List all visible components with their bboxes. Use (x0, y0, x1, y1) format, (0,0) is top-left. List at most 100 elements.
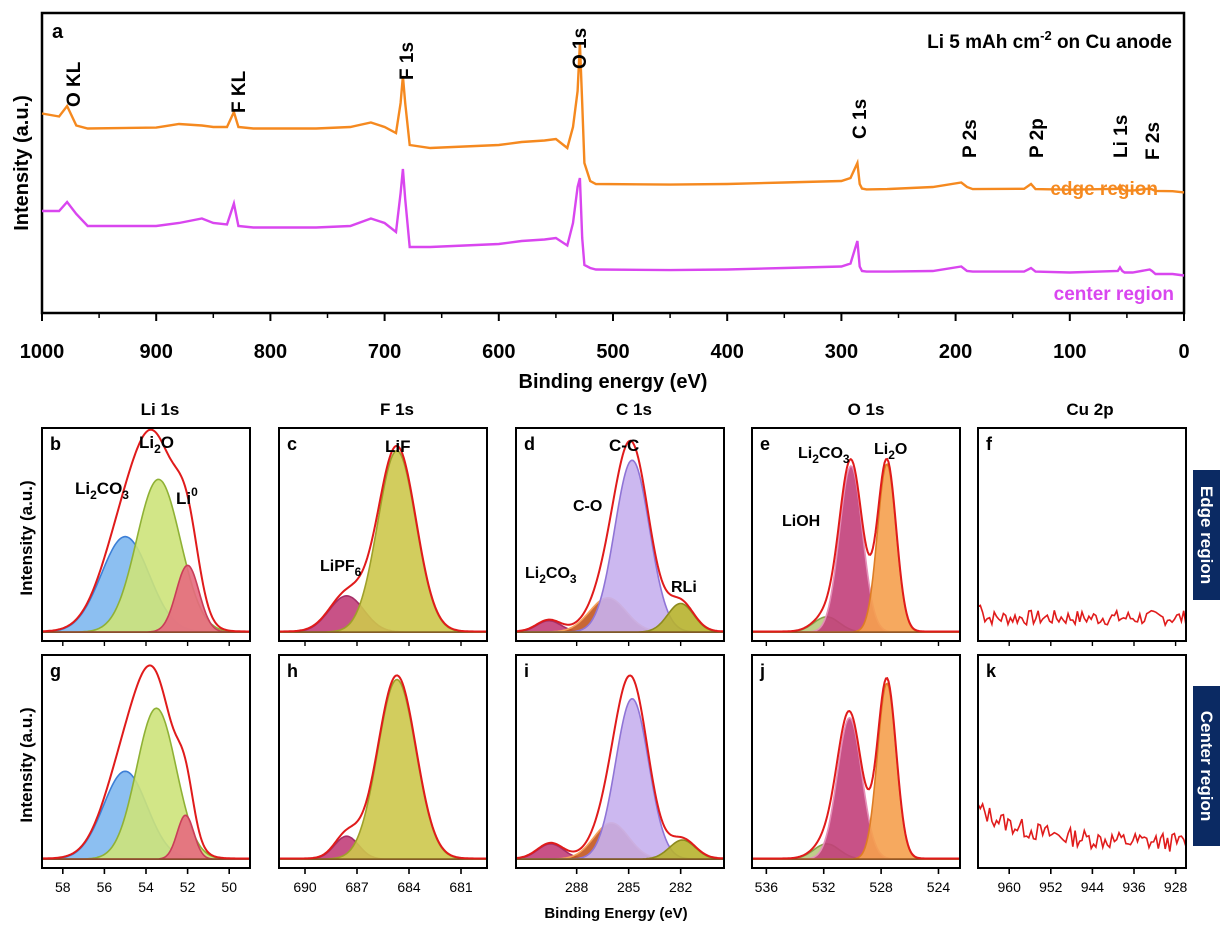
panel-k-x-tick-label: 952 (1039, 879, 1063, 895)
panel-j-frame (751, 654, 961, 869)
panel-e-peak-labels: Li2CO3 Li2O LiOH (782, 441, 907, 530)
panel-a-x-tick-label: 800 (254, 341, 287, 363)
envelope-j (752, 677, 960, 860)
bottom-x-axis-label: Binding Energy (eV) (544, 905, 687, 922)
panel-a-y-axis-label: Intensity (a.u.) (11, 95, 33, 231)
svg-text:Edge region: Edge region (1197, 486, 1216, 584)
row2-y-axis-label: Intensity (a.u.) (17, 707, 36, 822)
panel-a-x-tick-label: 1000 (20, 341, 65, 363)
panel-k-x-tick-label: 936 (1122, 879, 1146, 895)
panel-g-letter: g (50, 661, 61, 681)
peak-label-o-1s: O 1s (570, 28, 591, 69)
panel-k-frame (977, 654, 1187, 869)
label-lipf6-c: LiPF6 (320, 558, 362, 579)
panel-h-letter: h (287, 661, 298, 681)
column-title-f-1s: F 1s (380, 400, 414, 419)
panel-j-x-tick-label: 524 (927, 879, 951, 895)
panel-i-x-tick-label: 288 (565, 879, 589, 895)
panel-a-x-tick-label: 300 (825, 341, 858, 363)
panel-f-frame (977, 427, 1187, 642)
panel-g: g 58 56 54 52 50 (41, 654, 251, 895)
component-li2co3-e (752, 464, 960, 633)
envelope-e (752, 457, 960, 633)
panel-a-x-tick-label: 200 (939, 341, 972, 363)
panel-d-letter: d (524, 434, 535, 454)
label-co-d: C-O (573, 498, 602, 515)
row1-y-axis-label: Intensity (a.u.) (17, 480, 36, 595)
panel-k-letter: k (986, 661, 997, 681)
label-li2o-b: Li2O (139, 433, 174, 456)
panel-h-x-tick-label: 687 (345, 879, 369, 895)
panel-k: k 960 952 944 936 928 (977, 654, 1188, 895)
panel-a-x-tick-label: 500 (596, 341, 629, 363)
component-li2o-g (42, 707, 250, 860)
panel-c-peak-labels: LiF LiPF6 (320, 437, 411, 579)
panel-f: f (977, 427, 1187, 646)
peak-label-p-2p: P 2p (1027, 118, 1048, 158)
column-title-cu-2p: Cu 2p (1066, 400, 1113, 419)
panel-j-x-tick-label: 532 (812, 879, 836, 895)
peak-label-li-1s: Li 1s (1111, 115, 1132, 158)
panel-h-x-tick-label: 681 (449, 879, 473, 895)
label-li2o-e: Li2O (874, 441, 907, 462)
panel-d-frame (515, 427, 725, 642)
panel-c-letter: c (287, 434, 297, 454)
panel-b-letter: b (50, 434, 61, 454)
component-li2co3-j (752, 716, 960, 860)
column-title-c-1s: C 1s (616, 400, 652, 419)
panel-g-x-tick-label: 50 (221, 879, 237, 895)
panel-h: h 690 687 684 681 (278, 654, 488, 895)
label-li2co3-d: Li2CO3 (525, 565, 577, 586)
peak-label-o-kl: O KL (64, 61, 85, 107)
panel-f-letter: f (986, 434, 993, 454)
peak-label-f-2s: F 2s (1143, 122, 1164, 160)
panel-a-x-tick-label: 100 (1053, 341, 1086, 363)
panel-i-x-tick-label: 282 (669, 879, 693, 895)
panel-e-letter: e (760, 434, 770, 454)
label-cc-d: C-C (609, 436, 639, 455)
survey-line-center-region (42, 168, 1185, 277)
panel-i: i 288 285 282 (515, 654, 725, 895)
panel-c: c (278, 427, 488, 646)
survey-panel-a: 1000 900 800 700 600 500 400 300 200 100 0 a Li 5 … (11, 11, 1190, 393)
panel-h-x-tick-label: 690 (293, 879, 317, 895)
label-lif-c: LiF (385, 437, 411, 456)
panel-g-x-tick-label: 58 (55, 879, 71, 895)
edge-region-row-label: Edge region (1193, 470, 1220, 600)
panel-j-x-tick-label: 536 (755, 879, 779, 895)
panel-d-peak-labels: C-C C-O Li2CO3 RLi (525, 436, 697, 596)
panel-c-frame (278, 427, 488, 642)
panel-a-letter: a (52, 21, 64, 43)
panel-b: b (41, 427, 251, 646)
panel-h-x-tick-label: 684 (397, 879, 421, 895)
panel-i-frame (515, 654, 725, 869)
high-resolution-panels: b c d e f g 58 56 54 52 50 h 690 687 684 681 i 288 285 282 j… (41, 427, 1188, 895)
panel-d: d (515, 427, 725, 646)
peak-label-f-kl: F KL (229, 70, 250, 113)
envelope-i (516, 674, 724, 860)
envelope-h (279, 674, 487, 860)
panel-a-x-ticks: 1000 900 800 700 600 500 400 300 200 100 0 (20, 313, 1190, 363)
survey-line-edge-region (41, 42, 1185, 194)
label-lioh-e: LiOH (782, 513, 820, 530)
noise-line-k (978, 801, 1186, 852)
panel-a-title: Li 5 mAh cm-2 on Cu anode (927, 28, 1172, 53)
component-lif-h (279, 678, 487, 860)
svg-text:Center region: Center region (1197, 711, 1216, 822)
component-c-c-i (516, 697, 724, 860)
peak-label-f-1s: F 1s (397, 42, 418, 80)
center-region-legend: center region (1054, 284, 1174, 305)
panel-k-x-tick-label: 928 (1164, 879, 1188, 895)
envelope-b (42, 428, 250, 633)
panel-a-frame (40, 11, 1186, 315)
panel-j: j 536 532 528 524 (751, 654, 961, 895)
label-li2co3-e: Li2CO3 (798, 445, 850, 466)
noise-line-f (978, 604, 1186, 628)
panel-b-peak-labels: Li2CO3 Li2O Li0 (75, 433, 198, 508)
panel-a-x-tick-label: 400 (711, 341, 744, 363)
column-title-o-1s: O 1s (848, 400, 885, 419)
peak-label-p-2s: P 2s (960, 119, 981, 158)
column-title-li-1s: Li 1s (141, 400, 180, 419)
panel-j-x-tick-label: 528 (869, 879, 893, 895)
